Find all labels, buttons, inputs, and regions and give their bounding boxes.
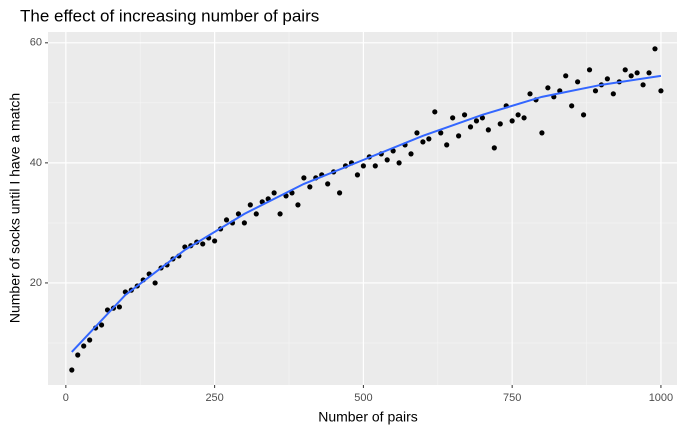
point bbox=[456, 133, 462, 139]
point bbox=[420, 139, 426, 145]
point bbox=[390, 148, 396, 154]
point bbox=[277, 211, 283, 217]
point bbox=[444, 142, 450, 148]
point bbox=[610, 91, 616, 97]
point bbox=[372, 163, 378, 169]
point bbox=[634, 70, 640, 76]
point bbox=[384, 157, 390, 163]
x-tick-label: 750 bbox=[503, 392, 521, 404]
point bbox=[646, 70, 652, 76]
point bbox=[521, 115, 527, 121]
point bbox=[450, 115, 456, 121]
point bbox=[515, 112, 521, 118]
point bbox=[628, 73, 634, 79]
point bbox=[75, 352, 81, 358]
point bbox=[235, 211, 242, 217]
point bbox=[87, 337, 93, 343]
point bbox=[622, 67, 628, 73]
point bbox=[527, 91, 533, 97]
point bbox=[652, 46, 658, 52]
point bbox=[426, 136, 432, 142]
point bbox=[491, 145, 497, 151]
point bbox=[586, 67, 593, 73]
point bbox=[592, 88, 599, 94]
point bbox=[360, 163, 366, 169]
point bbox=[223, 217, 230, 223]
smooth-line bbox=[71, 74, 662, 353]
point bbox=[253, 211, 259, 217]
point bbox=[563, 73, 569, 79]
y-axis-title: Number of socks until I have a match bbox=[7, 93, 23, 323]
point bbox=[396, 160, 402, 166]
point bbox=[438, 130, 444, 136]
point bbox=[336, 190, 343, 196]
point bbox=[241, 220, 247, 226]
point bbox=[461, 112, 468, 118]
point bbox=[325, 181, 331, 187]
point bbox=[473, 118, 480, 124]
point bbox=[569, 103, 575, 109]
point bbox=[545, 85, 551, 91]
x-tick-label: 500 bbox=[354, 392, 372, 404]
point bbox=[200, 241, 206, 247]
point bbox=[81, 343, 87, 349]
point bbox=[98, 322, 105, 328]
y-tick-label: 40 bbox=[30, 157, 42, 169]
point bbox=[432, 109, 438, 115]
point bbox=[658, 88, 664, 94]
point bbox=[497, 121, 503, 127]
point bbox=[116, 304, 123, 310]
point bbox=[414, 130, 420, 136]
x-tick-label: 250 bbox=[205, 392, 223, 404]
point bbox=[69, 367, 75, 373]
x-axis-title: Number of pairs bbox=[318, 409, 418, 425]
plot-panel bbox=[48, 32, 677, 385]
point bbox=[212, 238, 218, 244]
point bbox=[479, 115, 486, 121]
point bbox=[580, 112, 587, 118]
x-tick-label: 0 bbox=[63, 392, 69, 404]
point bbox=[509, 118, 515, 124]
point bbox=[354, 172, 361, 178]
x-tick-label: 1000 bbox=[649, 392, 673, 404]
point bbox=[640, 82, 646, 88]
point bbox=[152, 280, 158, 286]
point bbox=[604, 76, 610, 82]
point bbox=[247, 202, 253, 208]
point bbox=[485, 127, 491, 133]
point bbox=[408, 151, 414, 157]
point bbox=[539, 130, 545, 136]
point bbox=[575, 79, 581, 85]
point bbox=[271, 190, 277, 196]
point bbox=[467, 124, 474, 130]
point bbox=[301, 175, 307, 181]
y-tick-label: 20 bbox=[30, 277, 42, 289]
y-tick-label: 60 bbox=[30, 37, 42, 49]
point bbox=[307, 184, 313, 190]
point bbox=[295, 202, 301, 208]
chart-title: The effect of increasing number of pairs bbox=[20, 6, 319, 25]
